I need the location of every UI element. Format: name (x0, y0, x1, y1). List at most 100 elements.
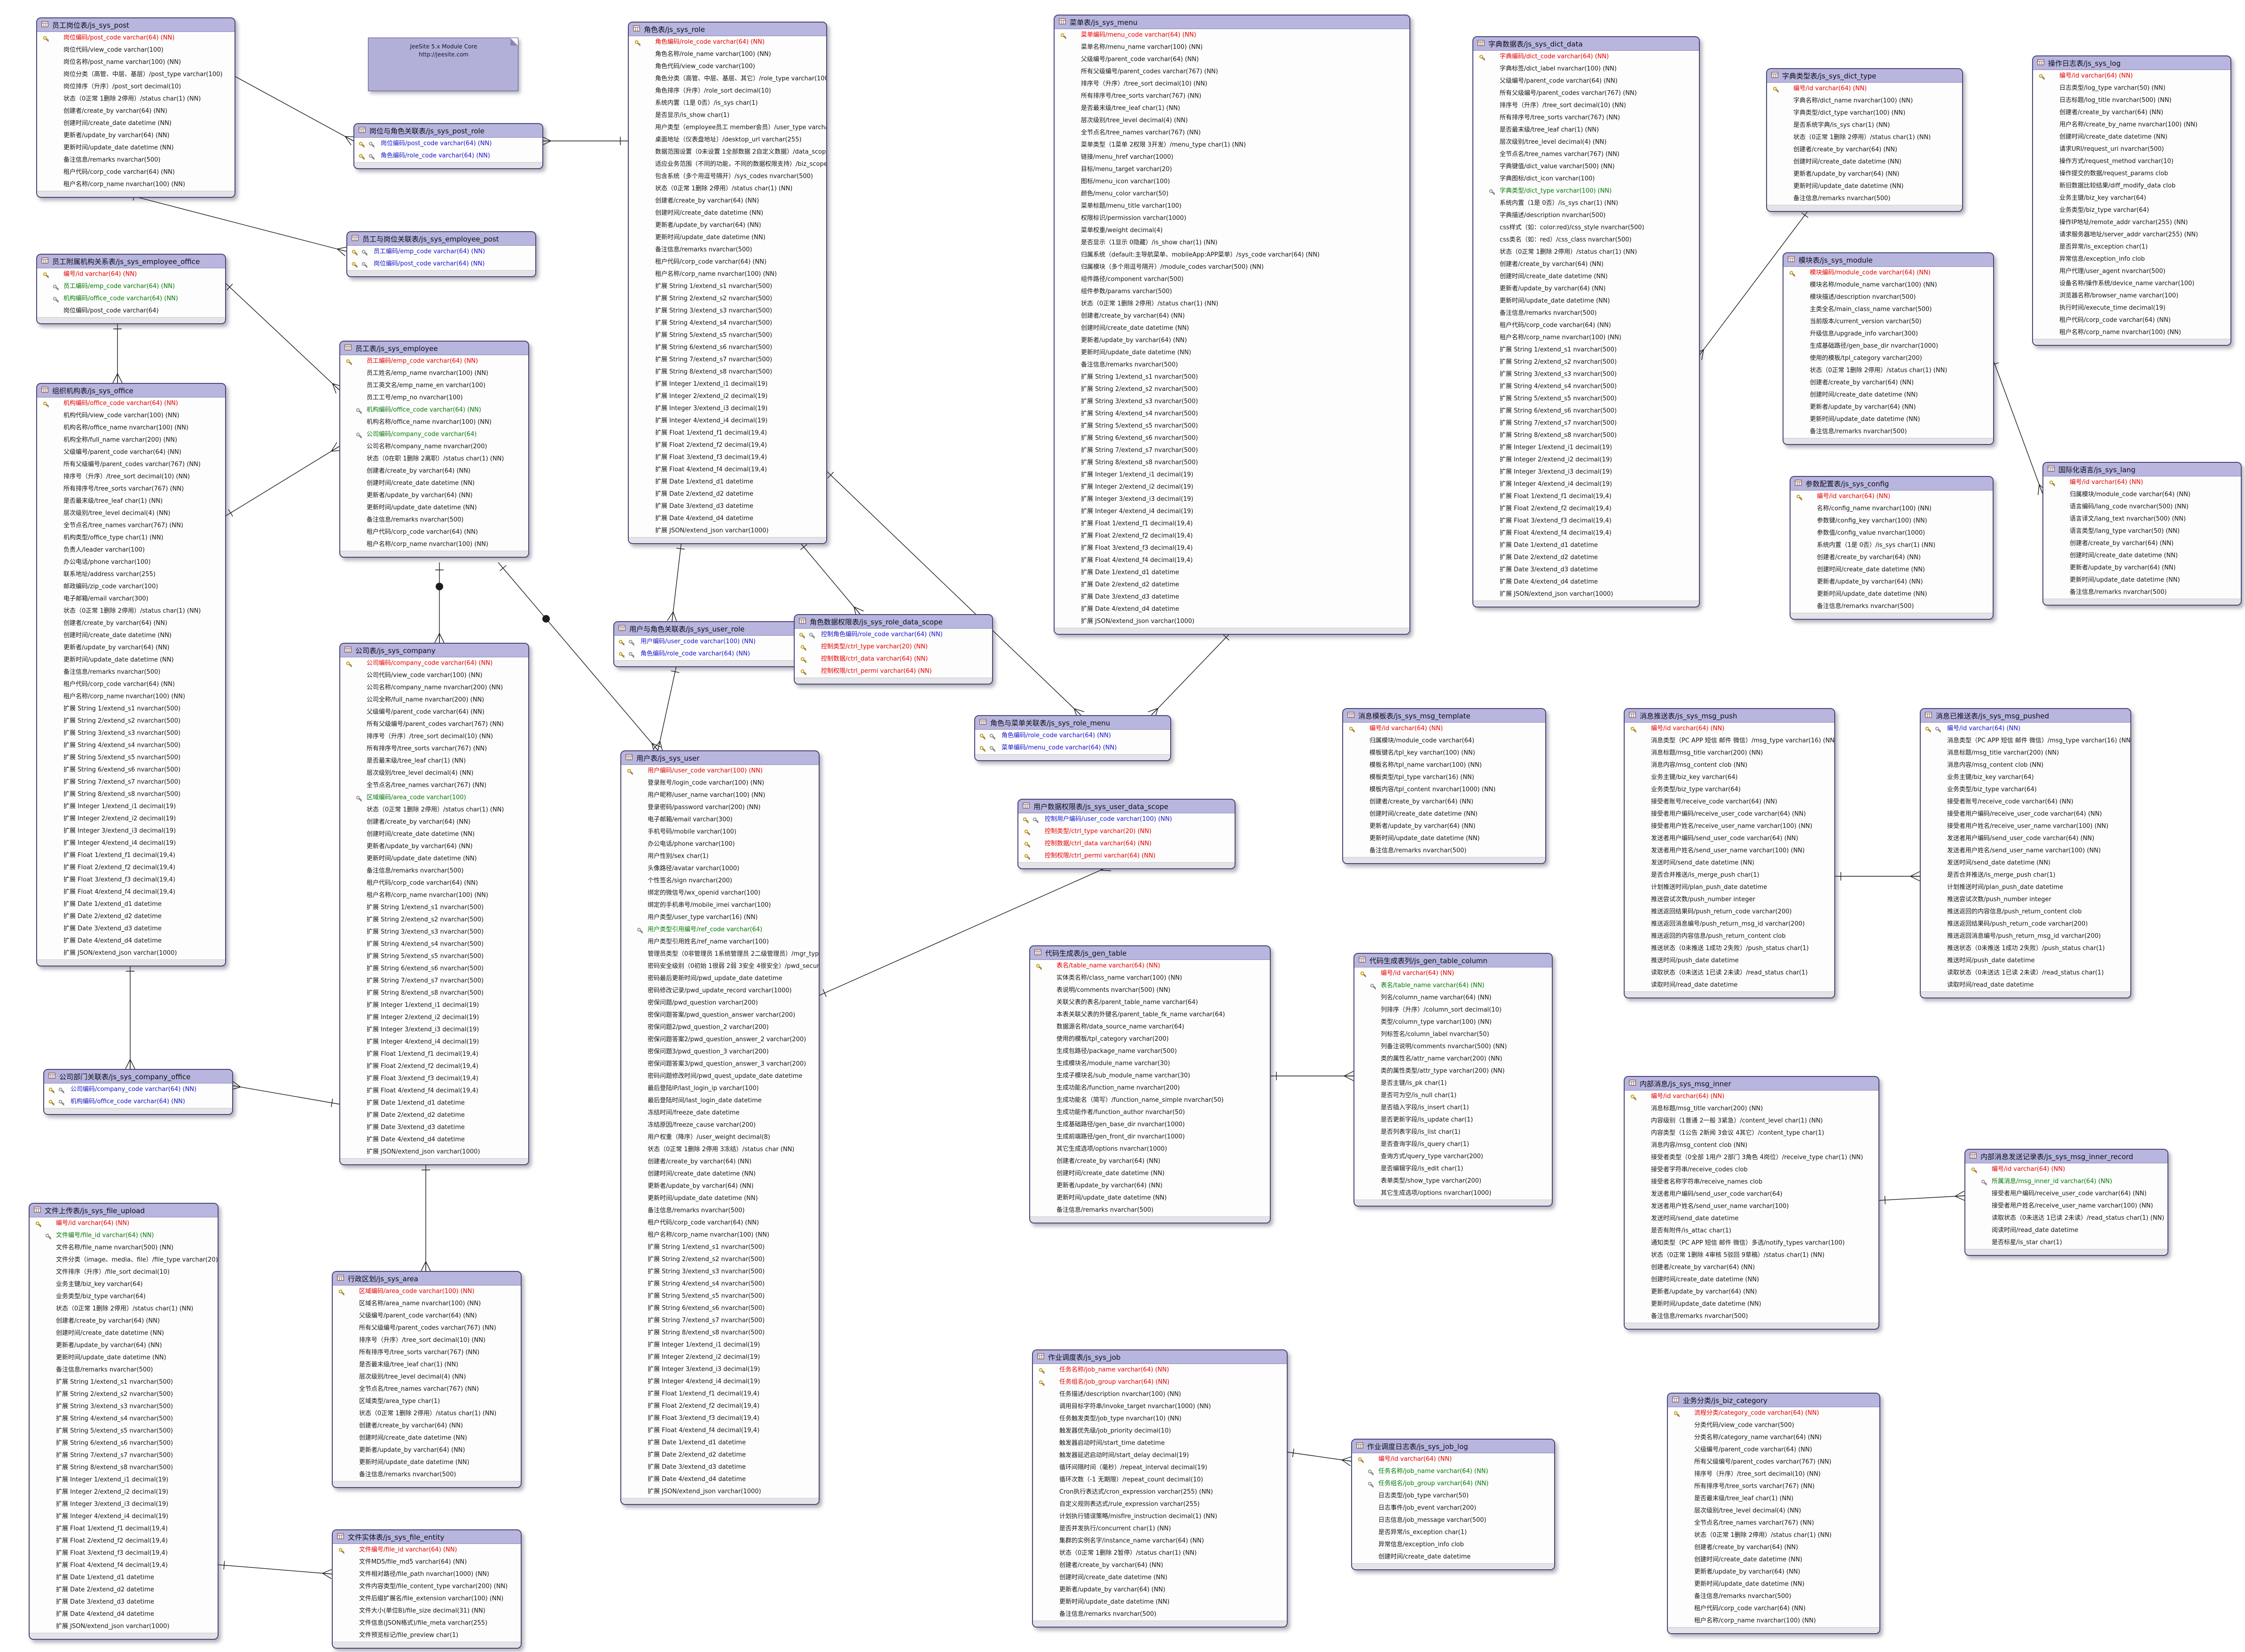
field-text: 层次级别/tree_level decimal(4) (NN) (367, 770, 474, 777)
field-row: 读取状态（0未送达 1已读 2未读）/read_status char(1) (1921, 967, 2130, 979)
entity-js_sys_msg_template[interactable]: 消息模板表/js_sys_msg_template 编号/id varchar(6… (1342, 708, 1546, 864)
field-text: 创建时间/create_date datetime (NN) (1817, 566, 1925, 573)
entity-js_sys_file_entity[interactable]: 文件实体表/js_sys_file_entity 文件编号/file_id var… (332, 1529, 522, 1649)
field-text: 扩展 Float 4/extend_f4 decimal(19,4) (367, 1087, 478, 1094)
field-row: 备注信息/remarks nvarchar(500) (340, 514, 528, 526)
field-text: 更新者/update_by varchar(64) (NN) (655, 222, 761, 229)
field-text: 用户昵称/user_name varchar(100) (NN) (648, 792, 766, 799)
field-row: 邮政编码/zip_code varchar(100) (37, 581, 225, 593)
entity-js_sys_config[interactable]: 参数配置表/js_sys_config 编号/id varchar(64) (NN… (1790, 476, 1994, 620)
entity-js_sys_msg_inner_record[interactable]: 内部消息发送记录表/js_sys_msg_inner_record 编号/id v… (1964, 1149, 2168, 1256)
field-row: 更新者/update_by varchar(64) (NN) (1625, 1286, 1878, 1298)
entity-js_biz_category[interactable]: 业务分类/js_biz_category 流程分类/category_code v… (1667, 1393, 1880, 1634)
field-row: 个性签名/sign nvarchar(200) (621, 875, 819, 887)
entity-js_sys_role[interactable]: 角色表/js_sys_role 角色编码/role_code varchar(64… (628, 22, 827, 544)
field-text: 更新者/update_by varchar(64) (NN) (2070, 564, 2176, 571)
entity-js_sys_log[interactable]: 操作日志表/js_sys_log 编号/id varchar(64) (NN) 日志… (2032, 55, 2231, 346)
entity-js_sys_dict_type[interactable]: 字典类型表/js_sys_dict_type 编号/id varchar(64) … (1766, 68, 1963, 212)
entity-js_sys_post_role[interactable]: 岗位与角色关联表/js_sys_post_role 岗位编码/post_code … (353, 123, 543, 169)
field-row: 计划执行错误策略/misfire_instruction decimal(1) … (1033, 1511, 1287, 1523)
entity-js_sys_file_upload[interactable]: 文件上传表/js_sys_file_upload 编号/id varchar(64… (29, 1203, 219, 1640)
entity-js_sys_job[interactable]: 作业调度表/js_sys_job 任务名称/job_name varchar(64… (1032, 1349, 1288, 1628)
field-row: 创建时间/create_date datetime (NN) (1030, 1168, 1270, 1180)
field-text: 管理员类型（0非管理员 1系统管理员 2二级管理员）/mgr_type char… (648, 951, 819, 958)
field-text: 更新者/update_by varchar(64) (NN) (63, 132, 170, 139)
entity-js_sys_module[interactable]: 模块表/js_sys_module 模块编码/module_code varcha… (1783, 252, 1994, 445)
field-row: 发送者用户编码/send_user_code varchar(64) (1625, 1188, 1878, 1200)
field-row: 创建者/create_by varchar(64) (NN) (1783, 377, 1993, 389)
field-text: 编号/id varchar(64) (NN) (63, 271, 137, 278)
field-row: 区域编码/area_code varchar(100) (NN) (333, 1286, 521, 1298)
entity-js_sys_msg_pushed[interactable]: 消息已推送表/js_sys_msg_pushed 编号/id varchar(64… (1920, 708, 2131, 998)
entity-js_sys_company_office[interactable]: 公司部门关联表/js_sys_company_office 公司编码/compan… (43, 1069, 233, 1115)
field-text: 扩展 Integer 4/extend_i4 decimal(19) (1081, 508, 1194, 515)
entity-js_sys_area[interactable]: 行政区划/js_sys_area 区域编码/area_code varchar(1… (332, 1271, 522, 1488)
entity-js_sys_user[interactable]: 用户表/js_sys_user 用户编码/user_code varchar(10… (620, 750, 820, 1505)
field-row: 调用目标字符串/invoke_target nvarchar(1000) (NN… (1033, 1401, 1287, 1413)
field-row: 扩展 Float 2/extend_f2 decimal(19,4) (340, 1060, 528, 1073)
field-row: 员工姓名/emp_name nvarchar(100) (NN) (340, 367, 528, 380)
field-row: 计划推送时间/plan_push_date datetime (1921, 881, 2130, 894)
entity-footer (333, 1642, 521, 1648)
entity-js_sys_role_data_scope[interactable]: 角色数据权限表/js_sys_role_data_scope 控制角色编码/rol… (794, 614, 993, 685)
field-row: 所有父级编号/parent_codes varchar(767) (NN) (340, 718, 528, 731)
field-row: 归属模块（多个用逗号隔开）/module_codes varchar(500) … (1055, 261, 1409, 273)
field-text: 扩展 Integer 4/extend_i4 decimal(19) (63, 840, 176, 847)
entity-js_sys_role_menu[interactable]: 角色与菜单关联表/js_sys_role_menu 角色编码/role_code … (974, 715, 1171, 761)
entity-js_sys_job_log[interactable]: 作业调度日志表/js_sys_job_log 编号/id varchar(64) … (1351, 1439, 1555, 1570)
entity-js_sys_menu[interactable]: 菜单表/js_sys_menu 菜单编码/menu_code varchar(64… (1054, 15, 1410, 635)
field-text: 创建者/create_by varchar(64) (NN) (367, 468, 471, 475)
entity-js_sys_company[interactable]: 公司表/js_sys_company 公司编码/company_code varc… (339, 643, 529, 1165)
field-text: 创建者/create_by varchar(64) (NN) (1793, 146, 1898, 153)
field-text: 排序号（升序）/tree_sort decimal(10) (NN) (1694, 1471, 1821, 1478)
field-text: 扩展 String 7/extend_s7 nvarchar(500) (56, 1452, 173, 1459)
field-row: 租户名称/corp_name nvarchar(100) (NN) (1473, 332, 1699, 344)
field-row: 编号/id varchar(64) (NN) (1921, 723, 2130, 735)
field-row: 排序号（升序）/tree_sort decimal(10) (NN) (1473, 100, 1699, 112)
field-text: 租户名称/corp_name nvarchar(100) (NN) (648, 1231, 769, 1239)
field-text: 扩展 Date 3/extend_d3 datetime (56, 1598, 154, 1605)
entity-fields: 编号/id varchar(64) (NN) 文件编号/file_id varch… (30, 1217, 218, 1633)
entity-js_sys_user_data_scope[interactable]: 用户数据权限表/js_sys_user_data_scope 控制用户编码/use… (1017, 799, 1236, 869)
entity-js_sys_post[interactable]: 员工岗位表/js_sys_post 岗位编码/post_code varchar(… (36, 17, 235, 198)
field-text: 岗位分类（高管、中层、基层）/post_type varchar(100) (63, 71, 223, 78)
field-text: 创建时间/create_date datetime (NN) (367, 831, 475, 838)
field-text: 使用的模板/tpl_category varchar(200) (1056, 1036, 1169, 1043)
entity-js_sys_msg_inner[interactable]: 内部消息/js_sys_msg_inner 编号/id varchar(64) (… (1624, 1076, 1879, 1330)
field-row: 编号/id varchar(64) (NN) (1354, 967, 1552, 980)
field-row: 扩展 Integer 2/extend_i2 decimal(19) (37, 813, 225, 825)
field-text: 角色分类（高管、中层、基层、其它）/role_type varchar(100) (655, 75, 826, 82)
field-text: 公司名称/company_name nvarchar(200) (NN) (367, 684, 503, 691)
field-text: 排序号（升序）/tree_sort decimal(10) (NN) (1081, 80, 1207, 87)
entity-js_sys_user_role[interactable]: 用户与角色关联表/js_sys_user_role 用户编码/user_code … (613, 621, 803, 667)
entity-footer (37, 191, 235, 197)
fk-key-icon (989, 744, 996, 754)
field-row: 类的属性名/attr_name varchar(200) (NN) (1354, 1053, 1552, 1065)
field-text: 扩展 String 7/extend_s7 nvarchar(500) (63, 779, 181, 786)
pk-key-icon (634, 39, 641, 48)
sticky-note[interactable]: JeeSite 5.x Module Core http://jeesite.c… (368, 38, 518, 91)
entity-js_gen_table[interactable]: 代码生成表/js_gen_table 表名/table_name varchar(… (1029, 945, 1271, 1223)
field-row: 使用的模板/tpl_category varchar(200) (1030, 1033, 1270, 1045)
field-row: 发送者用户姓名/send_user_name varchar(100) (NN) (1625, 845, 1834, 857)
entity-js_sys_office[interactable]: 组织机构表/js_sys_office 机构编码/office_code varc… (36, 383, 226, 966)
entity-js_sys_lang[interactable]: 国际化语言/js_sys_lang 编号/id varchar(64) (NN) 归… (2042, 462, 2242, 606)
entity-js_sys_employee_post[interactable]: 员工与岗位关联表/js_sys_employee_post 员工编码/emp_co… (346, 231, 536, 277)
entity-js_sys_msg_push[interactable]: 消息推送表/js_sys_msg_push 编号/id varchar(64) (… (1624, 708, 1835, 998)
field-text: 创建时间/create_date datetime (NN) (1810, 391, 1918, 398)
field-row: 任务名称/job_name varchar(64) (NN) (1352, 1465, 1554, 1478)
field-text: 创建时间/create_date datetime (NN) (63, 120, 172, 127)
field-row: 扩展 String 4/extend_s4 nvarchar(500) (621, 1278, 819, 1290)
entity-fields: 角色编码/role_code varchar(64) (NN) 角色名称/role… (629, 36, 826, 537)
field-row: 扩展 Float 3/extend_f3 decimal(19,4) (37, 874, 225, 886)
field-row: 扩展 Integer 2/extend_i2 decimal(19) (340, 1012, 528, 1024)
entity-js_gen_table_column[interactable]: 代码生成表列/js_gen_table_column 编号/id varchar(… (1353, 953, 1553, 1207)
field-row: 触发器延迟启动时间/start_delay decimal(19) (1033, 1449, 1287, 1462)
entity-js_sys_employee[interactable]: 员工表/js_sys_employee 员工编码/emp_code varchar… (339, 341, 529, 558)
entity-js_sys_employee_office[interactable]: 员工附属机构关系表/js_sys_employee_office 编号/id va… (36, 254, 226, 324)
field-text: 字典类型/dict_type varchar(100) (NN) (1793, 109, 1906, 117)
entity-footer (340, 1158, 528, 1164)
table-icon (1356, 1440, 1363, 1453)
entity-js_sys_dict_data[interactable]: 字典数据表/js_sys_dict_data 字典编码/dict_code var… (1472, 36, 1700, 608)
field-text: 读取状态（0未送达 1已读 2未读）/read_status char(1) (1947, 969, 2104, 976)
